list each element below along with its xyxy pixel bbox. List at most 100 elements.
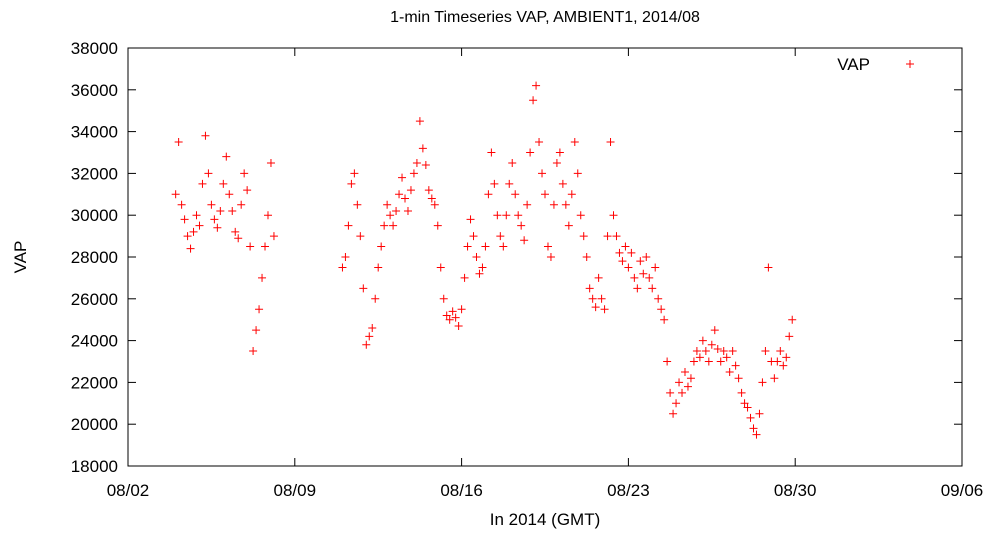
chart-title: 1-min Timeseries VAP, AMBIENT1, 2014/08 <box>390 9 700 26</box>
axes: 18000 20000 22000 24000 26000 28000 30000 32000… <box>71 39 984 500</box>
data-point <box>356 232 365 241</box>
data-point <box>564 221 573 230</box>
data-point <box>362 340 371 349</box>
data-point <box>600 305 609 314</box>
data-point <box>627 248 636 257</box>
data-point <box>675 378 684 387</box>
data-point <box>734 374 743 383</box>
data-point <box>728 347 737 356</box>
data-point <box>660 315 669 324</box>
x-tick-label: 09/06 <box>941 481 984 500</box>
data-point <box>755 409 764 418</box>
x-tick-label: 08/23 <box>607 481 650 500</box>
data-point <box>234 234 243 243</box>
data-point <box>591 303 600 312</box>
data-point <box>389 221 398 230</box>
data-point <box>529 96 538 105</box>
data-point <box>186 244 195 253</box>
data-point <box>552 158 561 167</box>
data-point <box>180 215 189 224</box>
data-point <box>710 326 719 335</box>
data-point <box>621 242 630 251</box>
data-point <box>377 242 386 251</box>
data-point <box>243 186 252 195</box>
data-point <box>263 211 272 220</box>
data-point <box>490 179 499 188</box>
data-point <box>538 169 547 178</box>
data-point <box>630 273 639 282</box>
data-point <box>430 200 439 209</box>
data-point <box>463 242 472 251</box>
data-point <box>505 179 514 188</box>
data-point <box>731 361 740 370</box>
data-point <box>532 81 541 90</box>
data-point <box>546 253 555 261</box>
data-point <box>639 269 648 278</box>
data-point <box>561 200 570 209</box>
data-point <box>484 190 493 199</box>
data-point <box>261 242 270 251</box>
data-point <box>615 248 624 257</box>
data-point <box>633 284 642 293</box>
data-point <box>541 190 549 199</box>
data-point <box>680 367 689 376</box>
data-point <box>210 215 219 224</box>
data-point <box>695 353 704 362</box>
data-point <box>478 263 487 272</box>
data-point <box>636 257 645 266</box>
y-tick-label: 26000 <box>71 290 118 309</box>
data-point <box>570 138 579 147</box>
data-point <box>189 227 198 236</box>
y-tick-label: 22000 <box>71 373 118 392</box>
data-point <box>401 194 410 203</box>
data-point <box>436 263 445 272</box>
data-point <box>588 294 597 303</box>
data-point <box>543 242 552 251</box>
data-point <box>788 315 797 324</box>
data-point <box>785 332 794 341</box>
data-point <box>523 200 532 209</box>
data-point <box>514 211 523 220</box>
data-point <box>219 179 228 188</box>
data-point <box>454 321 463 330</box>
data-point <box>225 190 234 199</box>
data-point <box>469 232 478 241</box>
data-point <box>683 382 692 391</box>
data-point <box>240 169 249 178</box>
data-point <box>770 374 779 383</box>
data-point <box>249 347 258 356</box>
data-point <box>698 336 707 345</box>
data-point <box>269 232 278 241</box>
data-point <box>439 294 448 303</box>
data-point <box>666 388 675 397</box>
data-point <box>612 232 621 241</box>
data-point <box>776 347 785 356</box>
data-point <box>517 221 526 230</box>
data-point <box>442 311 451 320</box>
x-tick-label: 08/16 <box>440 481 483 500</box>
data-point <box>782 353 791 362</box>
data-point <box>624 263 633 272</box>
data-point <box>350 169 359 178</box>
data-point <box>567 190 576 199</box>
data-point <box>719 347 728 356</box>
data-point <box>171 190 180 199</box>
data-point <box>228 207 237 216</box>
data-point <box>392 207 401 216</box>
data-point <box>195 221 204 230</box>
data-point <box>421 161 430 170</box>
data-point <box>499 242 508 251</box>
data-point <box>386 211 395 220</box>
x-tick-label: 08/30 <box>774 481 817 500</box>
data-point <box>412 158 421 167</box>
x-tick-label: 08/02 <box>107 481 150 500</box>
data-point <box>672 399 681 408</box>
data-point <box>341 253 350 261</box>
data-point <box>585 284 594 293</box>
data-point <box>651 263 660 272</box>
data-point <box>743 403 752 412</box>
data-point <box>183 232 192 241</box>
y-axis-label: VAP <box>11 241 30 274</box>
